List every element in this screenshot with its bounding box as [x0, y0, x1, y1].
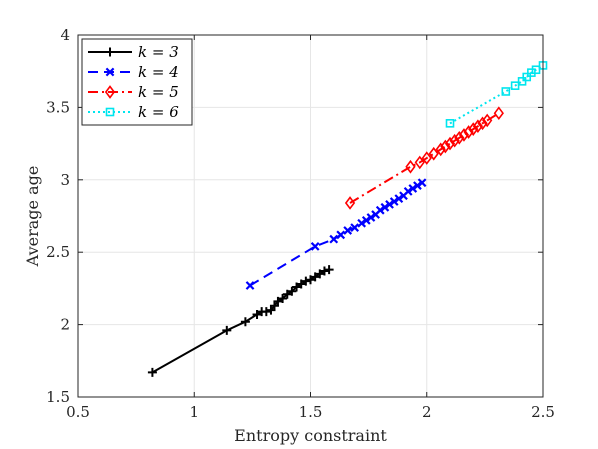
y-tick-label: 4	[60, 26, 70, 44]
data-point	[306, 275, 315, 285]
data-point	[292, 282, 302, 292]
series-3	[147, 265, 334, 377]
y-tick-label: 2.5	[46, 243, 70, 261]
data-point	[493, 106, 504, 121]
series-4	[245, 178, 427, 290]
series-5	[344, 106, 504, 210]
y-tick-label: 2	[60, 316, 70, 334]
data-point	[350, 223, 360, 232]
data-point	[273, 296, 283, 306]
data-point	[344, 196, 356, 210]
legend-marker	[104, 85, 116, 99]
legend-box	[81, 38, 193, 126]
x-tick-label: 1	[189, 403, 199, 421]
legend-marker	[105, 67, 115, 77]
data-point	[510, 81, 520, 90]
x-axis-label: Entropy constraint	[234, 426, 387, 445]
data-point	[458, 128, 470, 142]
legend-label: k = 3	[138, 43, 179, 61]
data-point	[482, 113, 493, 128]
data-point	[435, 142, 446, 157]
data-point	[296, 279, 306, 289]
data-point	[531, 65, 541, 75]
y-tick-label: 1.5	[46, 388, 70, 406]
data-point	[252, 309, 262, 319]
legend-label: k = 4	[138, 63, 179, 81]
legend: k = 3 k = 4 k = 5 k = 6	[81, 38, 193, 126]
data-point	[343, 226, 353, 235]
legend-label: k = 5	[138, 83, 179, 101]
data-point	[403, 187, 413, 196]
data-point	[408, 184, 418, 193]
data-point	[147, 367, 157, 377]
data-point	[301, 276, 311, 286]
data-point	[405, 159, 416, 174]
data-point	[261, 307, 271, 317]
data-point	[517, 77, 527, 86]
data-point	[319, 266, 329, 276]
data-point	[315, 269, 325, 279]
data-point	[413, 181, 422, 190]
data-point	[287, 286, 297, 296]
data-point	[501, 87, 511, 96]
data-point	[366, 213, 376, 222]
x-tick-label: 2	[422, 403, 432, 421]
axis-ticks: 0.5 1 1.5 2 2.5 1.5 2 2.5 3 3.5 4	[46, 26, 555, 421]
data-point	[522, 72, 532, 82]
data-point	[329, 234, 339, 244]
data-point	[375, 205, 385, 215]
data-point	[440, 139, 451, 154]
data-point	[310, 242, 320, 251]
data-point	[428, 146, 439, 161]
data-point	[444, 136, 456, 151]
data-point	[380, 202, 390, 212]
data-point	[477, 116, 488, 131]
data-point	[357, 218, 367, 228]
data-point	[463, 125, 474, 139]
x-tick-label: 1.5	[299, 403, 323, 421]
legend-item: k = 3	[88, 43, 179, 61]
y-axis-label: Average age	[23, 166, 42, 268]
data-point	[310, 272, 320, 282]
data-point	[414, 155, 425, 170]
data-point	[245, 281, 255, 290]
data-point	[394, 194, 404, 204]
data-point	[417, 178, 427, 188]
x-tick-label: 0.5	[66, 403, 90, 421]
legend-item: k = 6	[88, 103, 179, 121]
legend-marker	[105, 107, 115, 117]
data-point	[389, 197, 399, 206]
series-6	[445, 61, 548, 128]
legend-label: k = 6	[138, 103, 179, 121]
data-point	[421, 151, 432, 165]
series-group	[147, 61, 548, 377]
data-point	[278, 294, 288, 304]
legend-marker	[105, 47, 115, 57]
data-point	[222, 325, 232, 335]
legend-item: k = 5	[88, 83, 179, 101]
x-tick-label: 2.5	[531, 403, 555, 421]
data-point	[324, 265, 334, 275]
data-point	[472, 119, 484, 134]
y-tick-label: 3	[60, 171, 70, 189]
data-point	[445, 119, 455, 128]
y-tick-label: 3.5	[46, 98, 70, 116]
data-point	[454, 130, 465, 145]
data-point	[361, 215, 371, 225]
data-point	[336, 230, 346, 240]
data-point	[449, 133, 460, 148]
data-point	[385, 200, 394, 209]
legend-item: k = 4	[88, 63, 179, 81]
data-point	[468, 122, 479, 136]
data-point	[282, 289, 292, 299]
data-point	[240, 317, 250, 327]
